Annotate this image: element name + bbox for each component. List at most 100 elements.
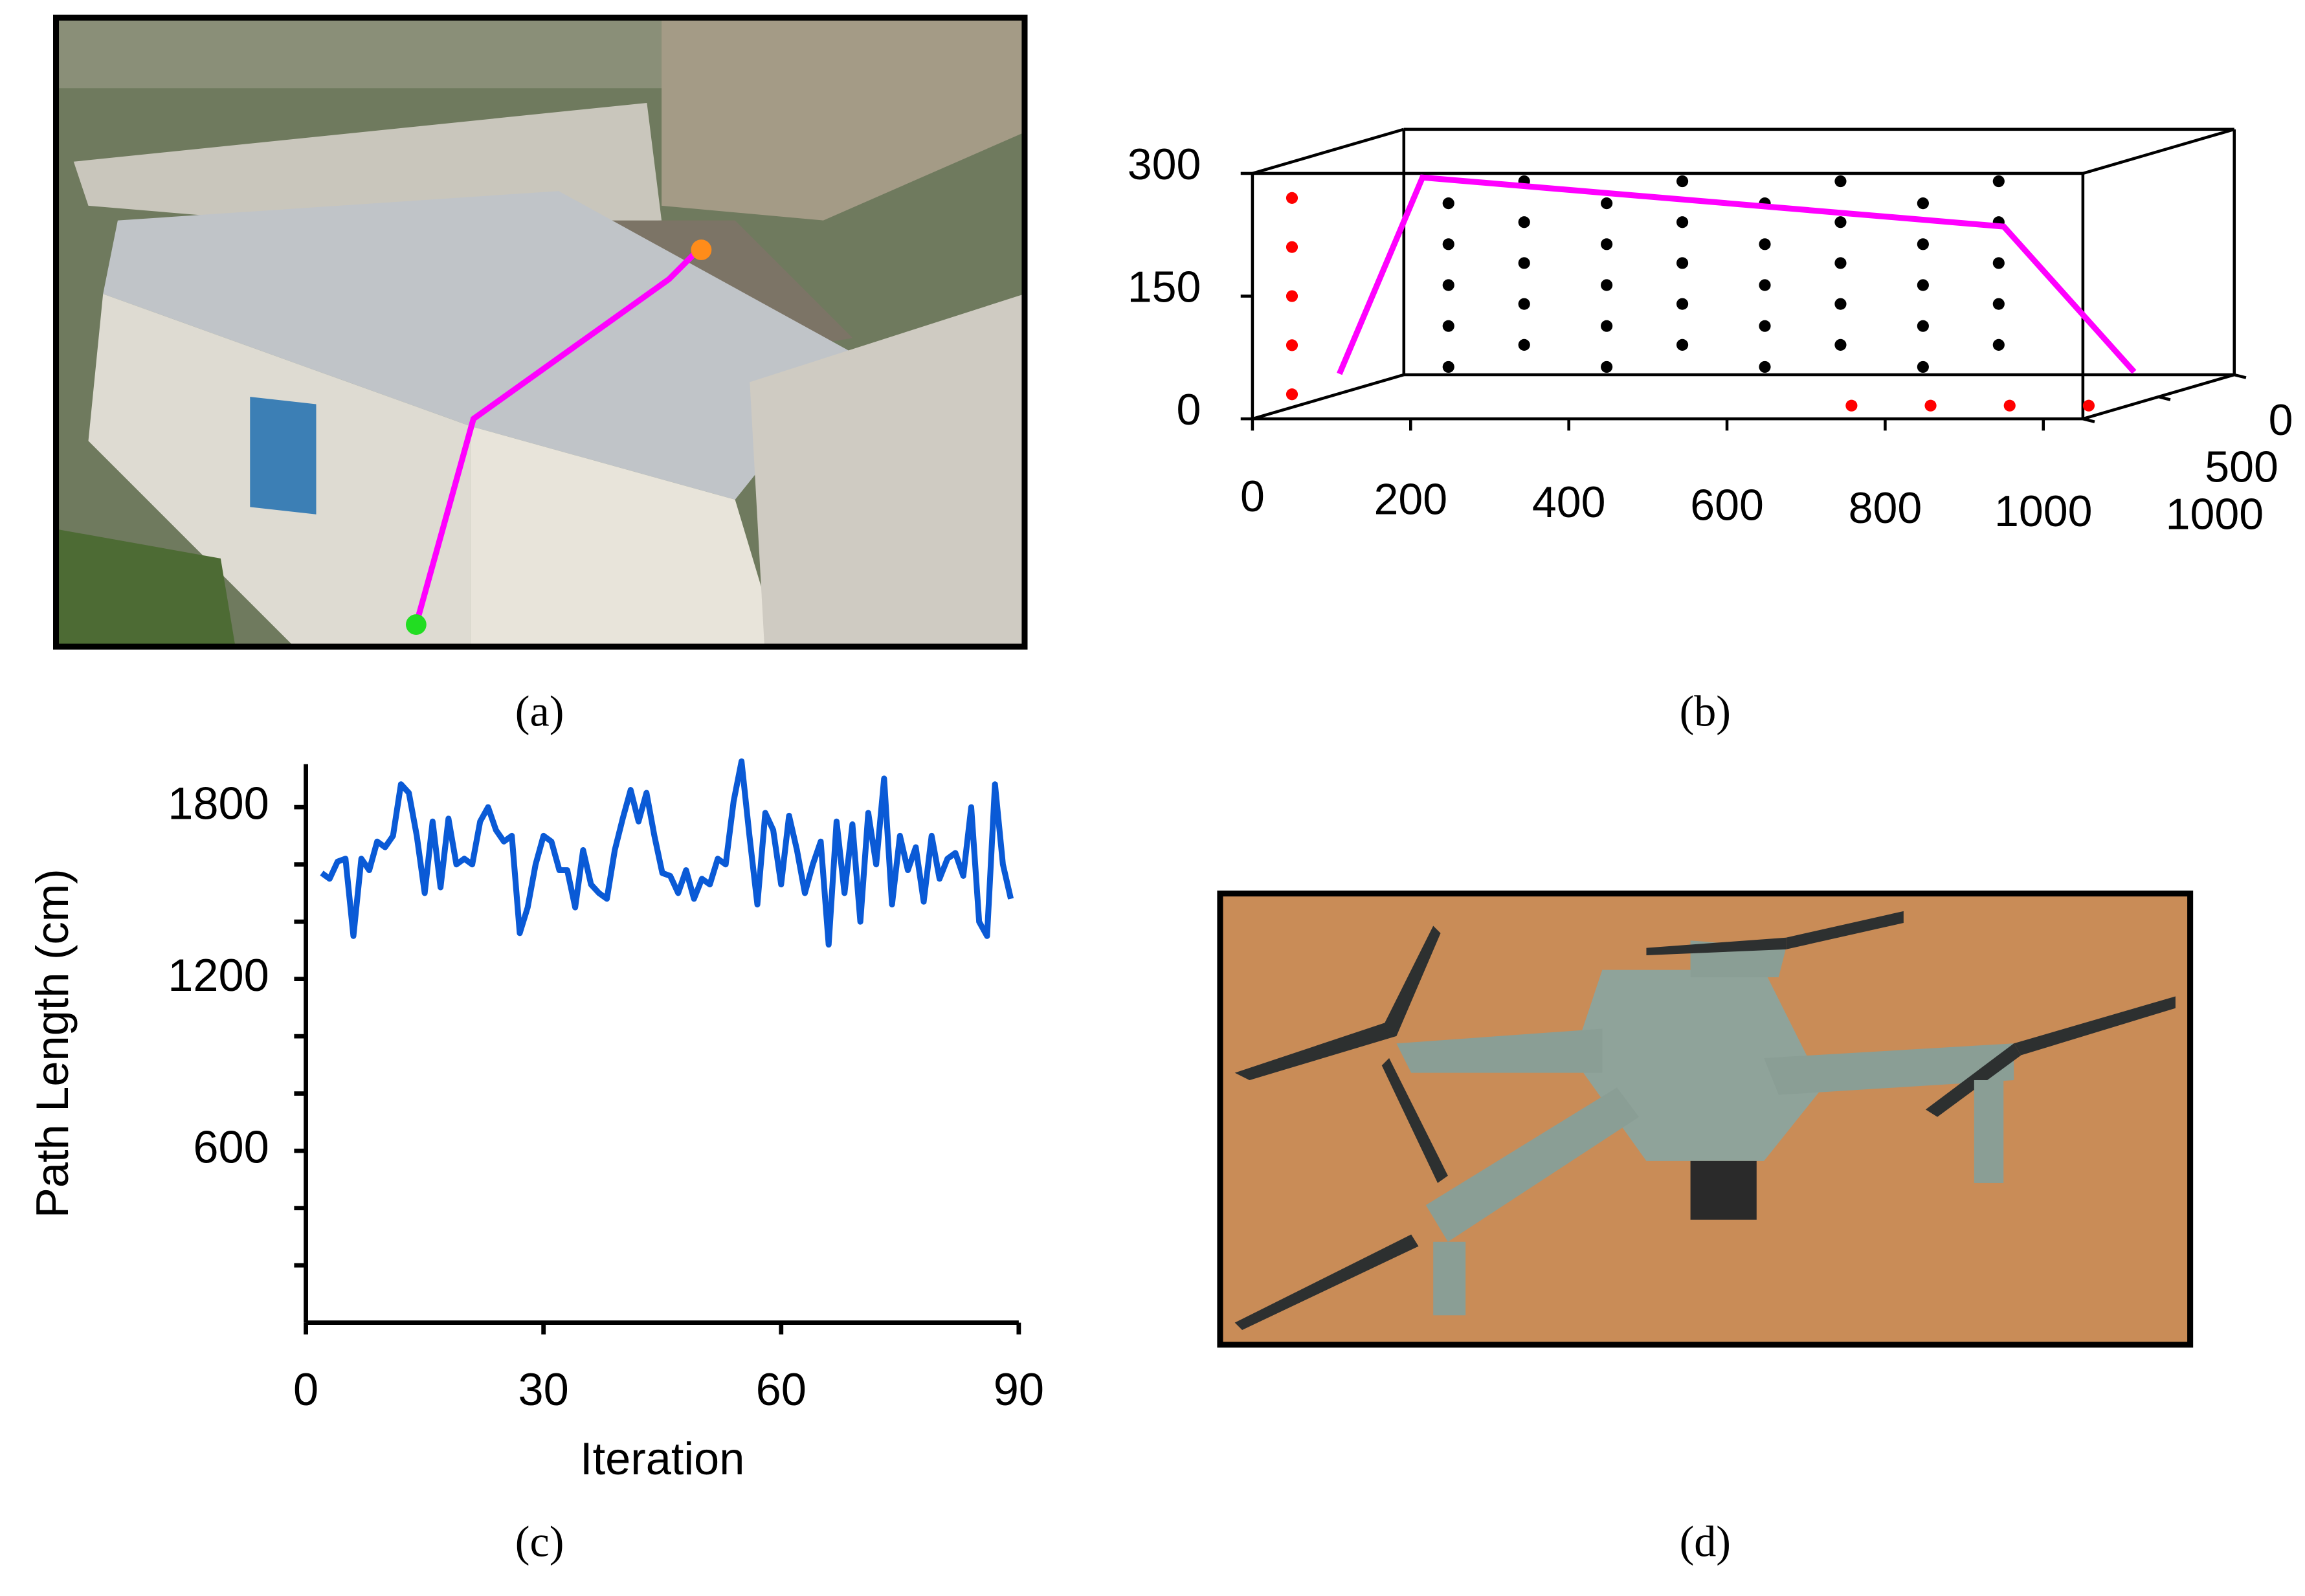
blue-structure	[250, 397, 317, 515]
leg	[1974, 1080, 2004, 1183]
drone-photo	[1217, 891, 2194, 1348]
caption: (b)	[1680, 686, 1731, 735]
point	[1676, 175, 1689, 188]
propeller	[1925, 1043, 2021, 1117]
y-tick-label: 0	[2269, 395, 2293, 445]
path-line	[1337, 174, 2137, 375]
y-tick-label: 1800	[168, 778, 269, 829]
arm-front-left	[1396, 1028, 1603, 1073]
x-tick-label: 600	[1690, 481, 1764, 530]
photo-frame	[53, 14, 1028, 650]
point	[1992, 257, 2005, 269]
building-right	[750, 294, 1025, 647]
point	[1518, 257, 1530, 269]
x-tick-label: 90	[994, 1364, 1044, 1415]
point	[1834, 298, 1847, 310]
point	[1992, 338, 2005, 351]
propeller	[1381, 1058, 1448, 1183]
end-point	[691, 239, 712, 260]
point	[1759, 279, 1771, 291]
y-tick	[2082, 417, 2095, 423]
y-tick-label: 600	[193, 1122, 269, 1173]
y-tick-label: 1200	[168, 949, 269, 1001]
point	[1601, 360, 1613, 373]
point	[1601, 279, 1613, 291]
point	[1676, 257, 1689, 269]
point	[1759, 360, 1771, 373]
x-tick-label: 0	[1240, 472, 1265, 521]
point	[1676, 298, 1689, 310]
point	[1759, 320, 1771, 332]
y-axis-label: Path Length (cm)	[27, 869, 78, 1218]
point	[1442, 238, 1454, 250]
x-tick-label: 800	[1849, 483, 1922, 533]
point	[1676, 338, 1689, 351]
x-tick-label: 0	[293, 1364, 318, 1415]
point	[1917, 279, 1929, 291]
arm-rear-left	[1425, 1087, 1640, 1242]
propeller	[2014, 996, 2176, 1056]
x-tick-label: 1000	[1994, 487, 2093, 536]
flight-path	[413, 247, 701, 626]
point	[1917, 320, 1929, 332]
camera	[1690, 1160, 1757, 1220]
z-tick-label: 150	[1128, 262, 1201, 311]
photo-frame	[1217, 891, 2194, 1348]
propeller	[1234, 1021, 1397, 1080]
point	[1442, 279, 1454, 291]
tree-front	[56, 529, 236, 647]
point	[2003, 399, 2016, 412]
start-point	[405, 614, 427, 635]
y-tick	[2158, 395, 2171, 401]
point	[1917, 197, 1929, 210]
y-tick-label: 500	[2205, 443, 2278, 492]
x-tick-label: 60	[756, 1364, 807, 1415]
point	[1917, 360, 1929, 373]
point	[1442, 360, 1454, 373]
point	[1518, 216, 1530, 228]
caption: (a)	[515, 686, 564, 735]
box-edge	[1252, 373, 1405, 421]
point	[1601, 320, 1613, 332]
y-tick-label: 1000	[2166, 489, 2264, 538]
point	[1676, 216, 1689, 228]
point	[1286, 192, 1298, 204]
z-tick-label: 300	[1128, 140, 1201, 189]
point	[1442, 320, 1454, 332]
caption: (c)	[515, 1516, 564, 1566]
caption: (d)	[1680, 1516, 1731, 1566]
propeller	[1786, 911, 1904, 949]
point	[1992, 175, 2005, 188]
aerial-photo	[53, 14, 1028, 650]
point	[1834, 338, 1847, 351]
point	[1286, 241, 1298, 253]
x-axis-label: Iteration	[580, 1433, 744, 1484]
x-tick-label: 200	[1374, 475, 1447, 524]
roof	[103, 191, 853, 500]
point	[1286, 290, 1298, 302]
y-tick	[2234, 373, 2247, 379]
point	[1845, 399, 1858, 412]
point	[1834, 216, 1847, 228]
building-tall	[662, 17, 1025, 221]
point	[1601, 197, 1613, 210]
point	[1992, 298, 2005, 310]
point	[1759, 238, 1771, 250]
point	[1518, 298, 1530, 310]
point	[1917, 238, 1929, 250]
propeller	[1234, 1234, 1419, 1330]
point	[1601, 238, 1613, 250]
propeller	[1381, 925, 1441, 1036]
point	[2082, 399, 2095, 412]
box-edge	[2082, 127, 2235, 175]
point	[1834, 257, 1847, 269]
point	[1518, 338, 1530, 351]
z-tick-label: 0	[1177, 385, 1201, 434]
point	[1924, 399, 1937, 412]
facade-front	[470, 426, 779, 647]
point	[1442, 197, 1454, 210]
propeller	[1646, 937, 1787, 955]
point	[1286, 339, 1298, 351]
arm-front-right	[1764, 1043, 2014, 1095]
